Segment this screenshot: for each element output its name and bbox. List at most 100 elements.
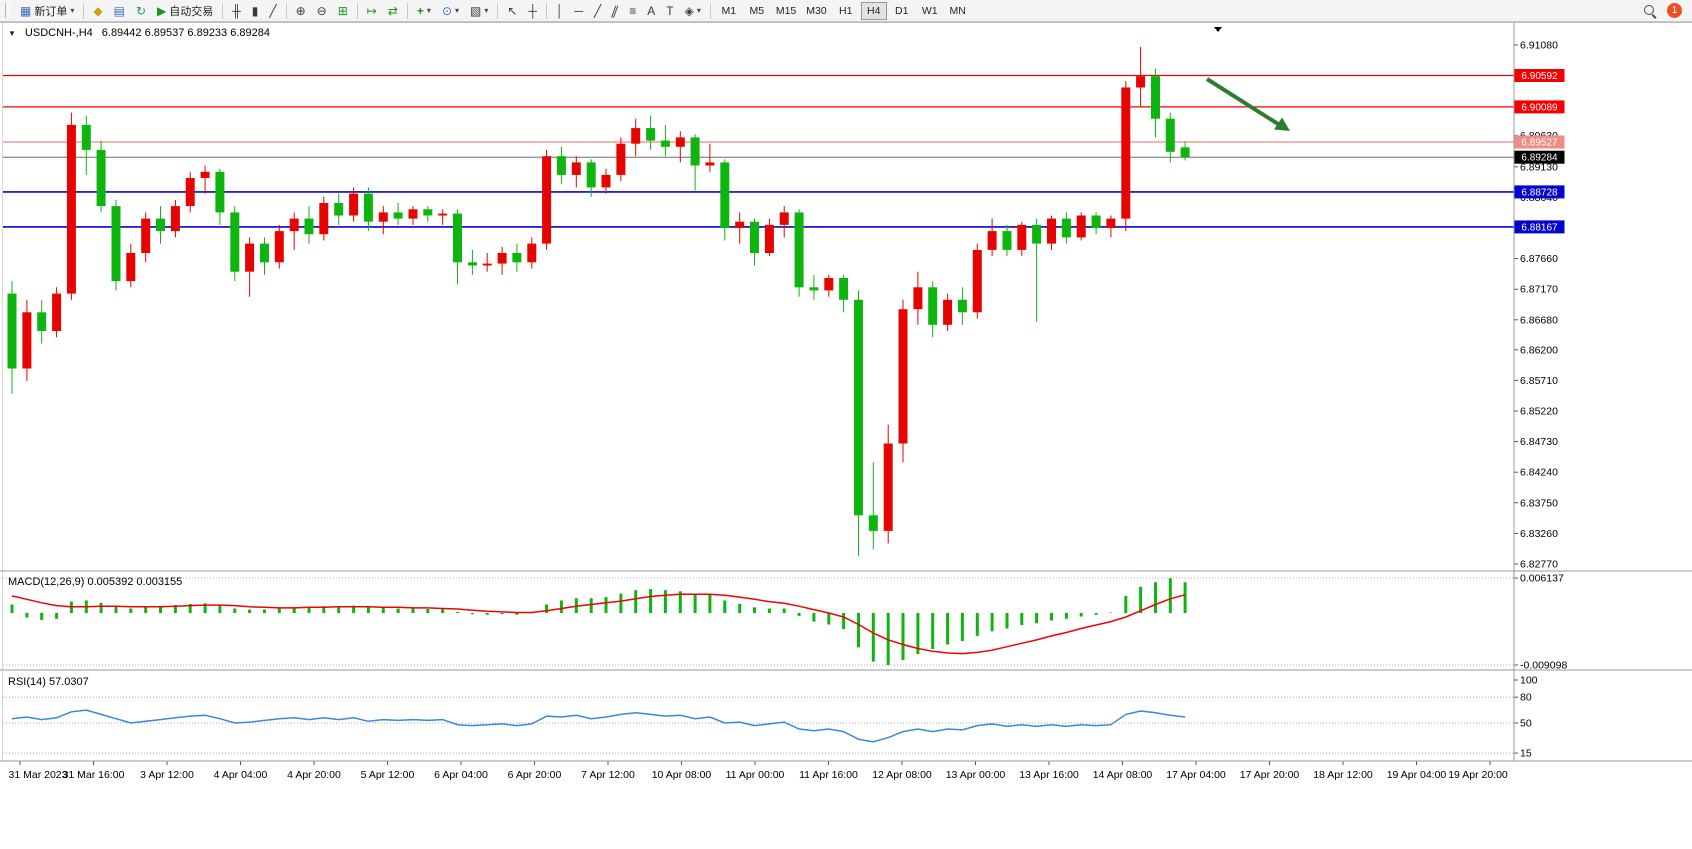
vertical-line-icon: │ bbox=[555, 3, 564, 18]
horizontal-line-button[interactable]: ─ bbox=[569, 1, 588, 21]
trendline-button[interactable]: ╱ bbox=[589, 1, 606, 21]
timeframe-button-h1[interactable]: H1 bbox=[833, 2, 859, 20]
bar-chart-button[interactable]: ╫ bbox=[227, 1, 246, 21]
notification-badge[interactable]: 1 bbox=[1667, 3, 1682, 18]
time-axis-label: 31 Mar 2023 bbox=[9, 769, 68, 781]
rsi-label: RSI(14) 57.0307 bbox=[8, 676, 89, 688]
price-badge bbox=[1514, 150, 1565, 164]
new-order-button[interactable]: ▦ 新订单 ▾ bbox=[15, 1, 79, 21]
price-badge bbox=[1514, 100, 1565, 114]
candle-body bbox=[556, 156, 566, 175]
channel-button[interactable]: ∥ bbox=[607, 1, 623, 21]
candle-body bbox=[1136, 76, 1146, 88]
candle-body bbox=[245, 243, 255, 272]
search-button[interactable] bbox=[1638, 1, 1662, 21]
dropdown-arrow-icon[interactable] bbox=[1214, 27, 1222, 32]
bar-chart-icon: ╫ bbox=[232, 3, 241, 18]
candle-body bbox=[363, 193, 373, 222]
fibonacci-button[interactable]: ≡ bbox=[624, 1, 641, 21]
crosshair-button[interactable]: ┼ bbox=[523, 1, 542, 21]
cursor-button[interactable]: ↖ bbox=[502, 1, 522, 21]
timeframe-button-w1[interactable]: W1 bbox=[917, 2, 943, 20]
trend-arrow[interactable] bbox=[1205, 77, 1280, 126]
timeframe-button-m5[interactable]: M5 bbox=[744, 2, 770, 20]
time-axis-label: 11 Apr 16:00 bbox=[799, 769, 858, 781]
shapes-button[interactable]: ◈ ▾ bbox=[680, 1, 706, 21]
zoom-out-button[interactable]: ⊖ bbox=[312, 1, 332, 21]
candle-body bbox=[601, 174, 611, 188]
macd-scale-label: -0.009098 bbox=[1520, 660, 1567, 672]
candle-body bbox=[616, 143, 626, 175]
timeframe-buttons: M1 M5 M15 M30 H1 H4 D1 W1 MN bbox=[715, 1, 972, 20]
label-tool-button[interactable]: T bbox=[661, 1, 678, 21]
cursor-icon: ↖ bbox=[507, 3, 518, 18]
chevron-down-icon: ▾ bbox=[696, 6, 701, 15]
search-icon bbox=[1643, 4, 1657, 18]
candle-body bbox=[52, 293, 62, 331]
candle-body bbox=[215, 171, 225, 213]
toolbar-grip[interactable] bbox=[5, 3, 10, 18]
auto-scroll-button[interactable]: ↦ bbox=[362, 1, 382, 21]
price-axis-label: 6.89130 bbox=[1520, 161, 1558, 173]
chevron-down-icon: ▾ bbox=[455, 6, 460, 15]
candle-body bbox=[230, 212, 240, 272]
price-axis-label: 6.86680 bbox=[1520, 314, 1558, 326]
periods-button[interactable]: ⊙ ▾ bbox=[437, 1, 464, 21]
candlestick-button[interactable]: ▮ bbox=[247, 1, 264, 21]
zoom-in-button[interactable]: ⊕ bbox=[291, 1, 311, 21]
auto-trading-button[interactable]: ▶ 自动交易 bbox=[152, 1, 218, 21]
candle-body bbox=[512, 253, 522, 263]
rsi-scale-label: 100 bbox=[1520, 675, 1538, 687]
timeframe-button-m15[interactable]: M15 bbox=[772, 2, 800, 20]
time-axis-label: 6 Apr 20:00 bbox=[508, 769, 562, 781]
zoom-in-icon: ⊕ bbox=[295, 3, 306, 18]
timeframe-button-d1[interactable]: D1 bbox=[889, 2, 915, 20]
annotations-layer bbox=[0, 22, 1692, 762]
indicators-button[interactable]: + ▾ bbox=[412, 1, 436, 21]
candle-body bbox=[37, 312, 47, 331]
candle-body bbox=[1121, 87, 1131, 219]
refresh-button[interactable]: ↻ bbox=[131, 1, 151, 21]
line-chart-button[interactable]: ╱ bbox=[264, 1, 281, 21]
chevron-down-icon: ▾ bbox=[484, 6, 489, 15]
tile-windows-button[interactable]: ⊞ bbox=[333, 1, 353, 21]
candle-body bbox=[378, 212, 388, 222]
label-tool-icon: T bbox=[666, 3, 674, 18]
candle-body bbox=[156, 218, 165, 232]
rsi-scale-label: 50 bbox=[1520, 718, 1532, 730]
time-axis-label: 19 Apr 04:00 bbox=[1387, 769, 1447, 781]
time-axis-label: 18 Apr 12:00 bbox=[1313, 769, 1373, 781]
candle-body bbox=[7, 293, 17, 369]
text-tool-button[interactable]: A bbox=[642, 1, 660, 21]
templates-icon: ▧ bbox=[470, 3, 482, 18]
price-axis-label: 6.86200 bbox=[1520, 344, 1558, 356]
candle-body bbox=[868, 515, 878, 531]
candle-body bbox=[1047, 218, 1056, 244]
indicators-layer: 0.006137 -0.009098 MACD(12,26,9) 0.005392 … bbox=[3, 573, 1567, 760]
chart-shift-button[interactable]: ⇄ bbox=[383, 1, 403, 21]
candle-body bbox=[497, 253, 507, 264]
templates-button[interactable]: ▧ ▾ bbox=[465, 1, 493, 21]
timeframe-button-m1[interactable]: M1 bbox=[716, 2, 742, 20]
price-axis-label: 6.84240 bbox=[1520, 467, 1558, 479]
rsi-line bbox=[11, 709, 1186, 743]
timeframe-button-mn[interactable]: MN bbox=[945, 2, 971, 20]
timeframe-button-h4[interactable]: H4 bbox=[860, 1, 887, 20]
candle-body bbox=[111, 206, 121, 282]
price-badge bbox=[1514, 69, 1565, 82]
separator bbox=[83, 2, 85, 19]
collapse-arrow-icon[interactable]: ▼ bbox=[8, 28, 16, 38]
price-badge-label: 6.89527 bbox=[1521, 138, 1558, 149]
profiles-button[interactable]: ▤ bbox=[109, 1, 130, 21]
price-badge-label: 6.90089 bbox=[1521, 102, 1558, 113]
candle-body bbox=[66, 124, 76, 294]
timeframe-button-m30[interactable]: M30 bbox=[802, 2, 830, 20]
candle-body bbox=[467, 262, 477, 266]
price-axis-label: 6.83260 bbox=[1520, 528, 1558, 540]
candle-body bbox=[141, 218, 151, 253]
vertical-line-button[interactable]: │ bbox=[551, 1, 569, 21]
new-chart-button[interactable]: ◆ bbox=[88, 1, 107, 21]
candle-body bbox=[185, 178, 195, 207]
price-axis-label: 6.85710 bbox=[1520, 375, 1558, 387]
